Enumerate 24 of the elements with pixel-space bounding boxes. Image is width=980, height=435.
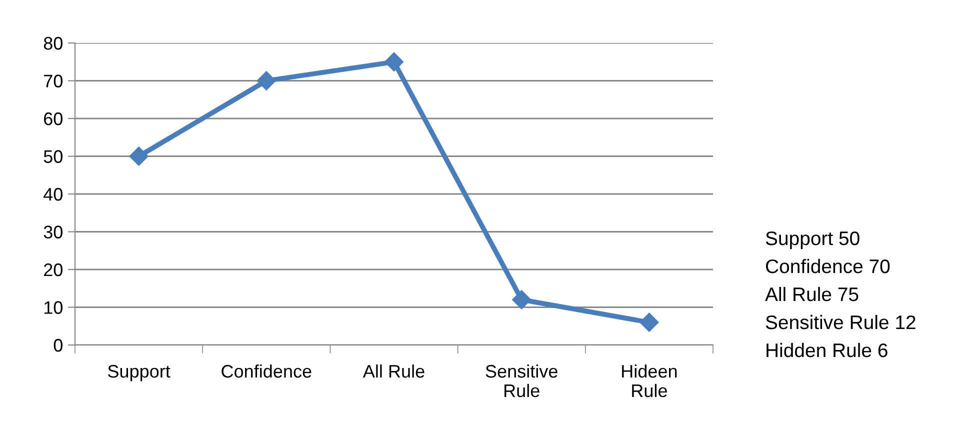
text: Confidence 70: [766, 258, 890, 274]
text: Sensitive Rule 12: [766, 314, 916, 330]
x-tick-label: Sensitive Rule: [486, 364, 558, 398]
y-tick-label: 50: [44, 150, 62, 163]
y-tick-label: 20: [44, 263, 62, 276]
y-tick-label: 0: [54, 338, 62, 352]
point: [129, 146, 148, 166]
y-tick-label: 10: [44, 301, 62, 314]
point: [384, 52, 404, 72]
x-tick-label: Confidence: [222, 364, 312, 378]
text: Hidden Rule 6: [766, 342, 888, 358]
text: All Rule 75: [765, 286, 858, 302]
x-tick-label: All Rule: [362, 364, 424, 378]
x-tick-label: Support: [108, 364, 170, 382]
y-tick-label: 70: [44, 74, 62, 88]
point: [640, 312, 659, 332]
point: [256, 71, 276, 90]
y-tick-label: 30: [44, 226, 62, 238]
y-tick-label: 40: [44, 188, 62, 201]
point: [512, 290, 532, 310]
y-tick-label: 60: [44, 112, 62, 126]
y-tick-label: 80: [44, 36, 62, 50]
text: Support 50: [766, 231, 860, 250]
x-tick-label: Hideen Rule: [622, 364, 677, 398]
